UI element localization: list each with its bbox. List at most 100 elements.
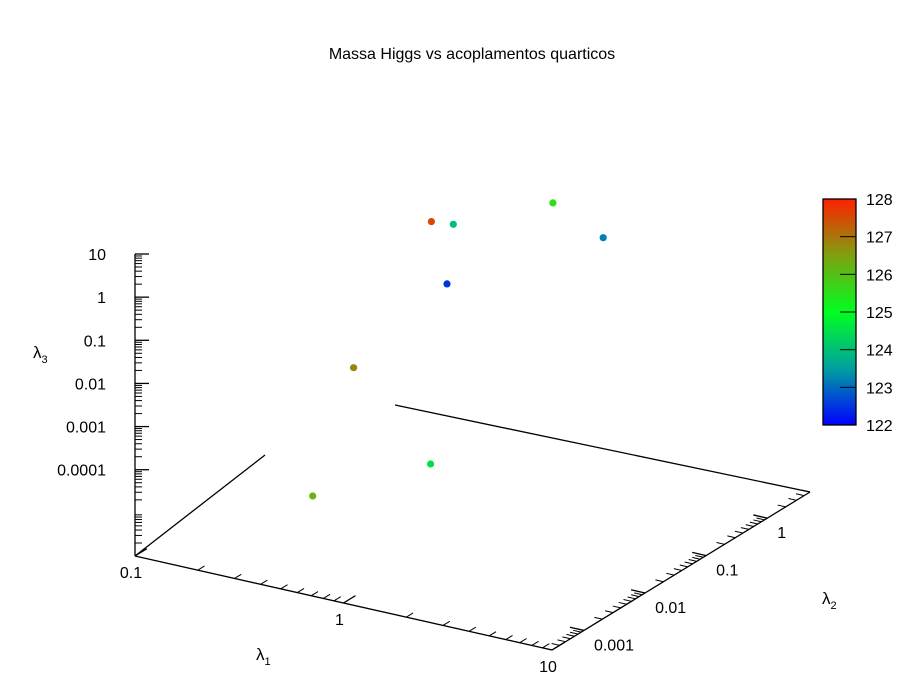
x-minor-tick [488,631,497,637]
x-tick-label: 10 [539,659,557,676]
y-minor-tick [666,572,675,576]
x-major-tick [134,548,148,557]
z-axis-label-main: λ [33,343,42,362]
data-point [449,220,457,228]
z-tick-label: 0.01 [75,376,106,393]
y-minor-tick [604,610,614,614]
x-tick-label: 0.1 [120,565,142,582]
z-tick-label: 1 [97,290,106,307]
chart-title: Massa Higgs vs acoplamentos quarticos [329,46,615,63]
y-minor-tick [695,554,704,558]
y-minor-tick [627,596,636,600]
data-point [599,234,607,242]
y-axis-line [551,491,811,651]
data-point [427,460,435,468]
y-tick-label: 0.1 [716,563,738,580]
y-minor-tick [618,601,627,605]
y-minor-tick [569,631,579,635]
y-minor-tick [788,497,797,501]
colorbar-tick-label: 122 [866,418,893,435]
y-major-tick [753,514,768,519]
x-minor-tick [531,640,539,646]
z-tick-label: 10 [88,247,106,264]
y-minor-tick [655,579,664,583]
x-axis-label-main: λ [256,645,265,664]
y-minor-tick [727,535,736,539]
x-minor-tick [260,579,268,585]
y-major-tick [692,551,707,557]
x-minor-tick [234,573,242,579]
y-minor-tick [795,493,805,497]
x-minor-tick [280,584,288,590]
x-minor-tick [468,626,477,632]
colorbar-tick-label: 124 [866,343,893,360]
colorbar-tick-label: 123 [866,380,893,397]
y-minor-tick [801,489,811,493]
y-minor-tick [543,647,553,651]
z-axis-label: λ3 [33,343,48,366]
y-minor-tick [631,594,640,598]
y-minor-tick [684,561,693,565]
z-tick-label: 0.1 [84,333,106,350]
y-axis-label-main: λ [822,589,831,608]
y-minor-tick [777,504,786,508]
y-minor-tick [623,598,632,602]
y-axis-ticks: 0.001 0.01 0.1 1 [543,489,811,654]
y-minor-tick [679,564,688,568]
y-minor-tick [745,524,754,527]
x-minor-tick [323,593,331,599]
y-tick-label: 0.001 [594,637,634,654]
z-tick-label: 0.0001 [57,463,106,480]
y-tick-label: 0.01 [655,600,686,617]
x-minor-tick [310,591,319,597]
data-point [549,199,557,207]
back-floor-line-y [394,404,811,493]
x-minor-tick [406,612,414,618]
y-minor-tick [612,605,621,609]
y-minor-tick [551,642,560,646]
y-minor-tick [692,556,701,560]
x-minor-tick [296,587,305,593]
colorbar-ticks: 128 127 126 125 124 123 122 [840,192,893,435]
data-point [309,492,317,500]
y-minor-tick [634,592,643,596]
x-minor-tick [333,596,342,602]
y-minor-tick [740,527,750,530]
z-axis-ticks: 10 1 0.1 0.01 0.001 0.0001 [57,247,149,544]
axes [134,254,811,651]
y-tick-label: 1 [777,525,786,542]
y-minor-tick [573,629,582,633]
y-minor-tick [688,559,697,562]
y-axis-label-sub: 2 [831,600,837,612]
z-tick-label: 0.001 [66,420,106,437]
y-major-tick [630,589,646,594]
x-axis-ticks: 0.1 1 10 [120,548,565,676]
y-minor-tick [753,519,762,523]
y-minor-tick [734,530,744,534]
y-major-tick [569,626,585,632]
data-point [350,364,358,372]
x-minor-tick [505,634,513,640]
x-major-tick [551,642,565,651]
x-minor-tick [442,620,451,626]
y-minor-tick [749,521,758,525]
y-axis-label: λ2 [822,589,837,612]
colorbar-tick-label: 125 [866,305,893,322]
x-axis-label: λ1 [256,645,271,668]
x-minor-tick [197,565,205,571]
y-minor-tick [562,636,571,640]
x-minor-tick [519,638,527,644]
colorbar-tick-label: 128 [866,192,893,209]
data-point [427,218,435,226]
y-minor-tick [557,639,566,643]
z-axis-label-sub: 3 [42,354,48,366]
x-major-tick [343,595,356,604]
y-minor-tick [716,541,725,545]
x-axis-label-sub: 1 [265,656,271,668]
back-floor-line-x [134,454,266,557]
data-point [443,280,451,288]
y-minor-tick [756,517,765,521]
x-minor-tick [542,643,550,649]
x-tick-label: 1 [335,612,344,629]
